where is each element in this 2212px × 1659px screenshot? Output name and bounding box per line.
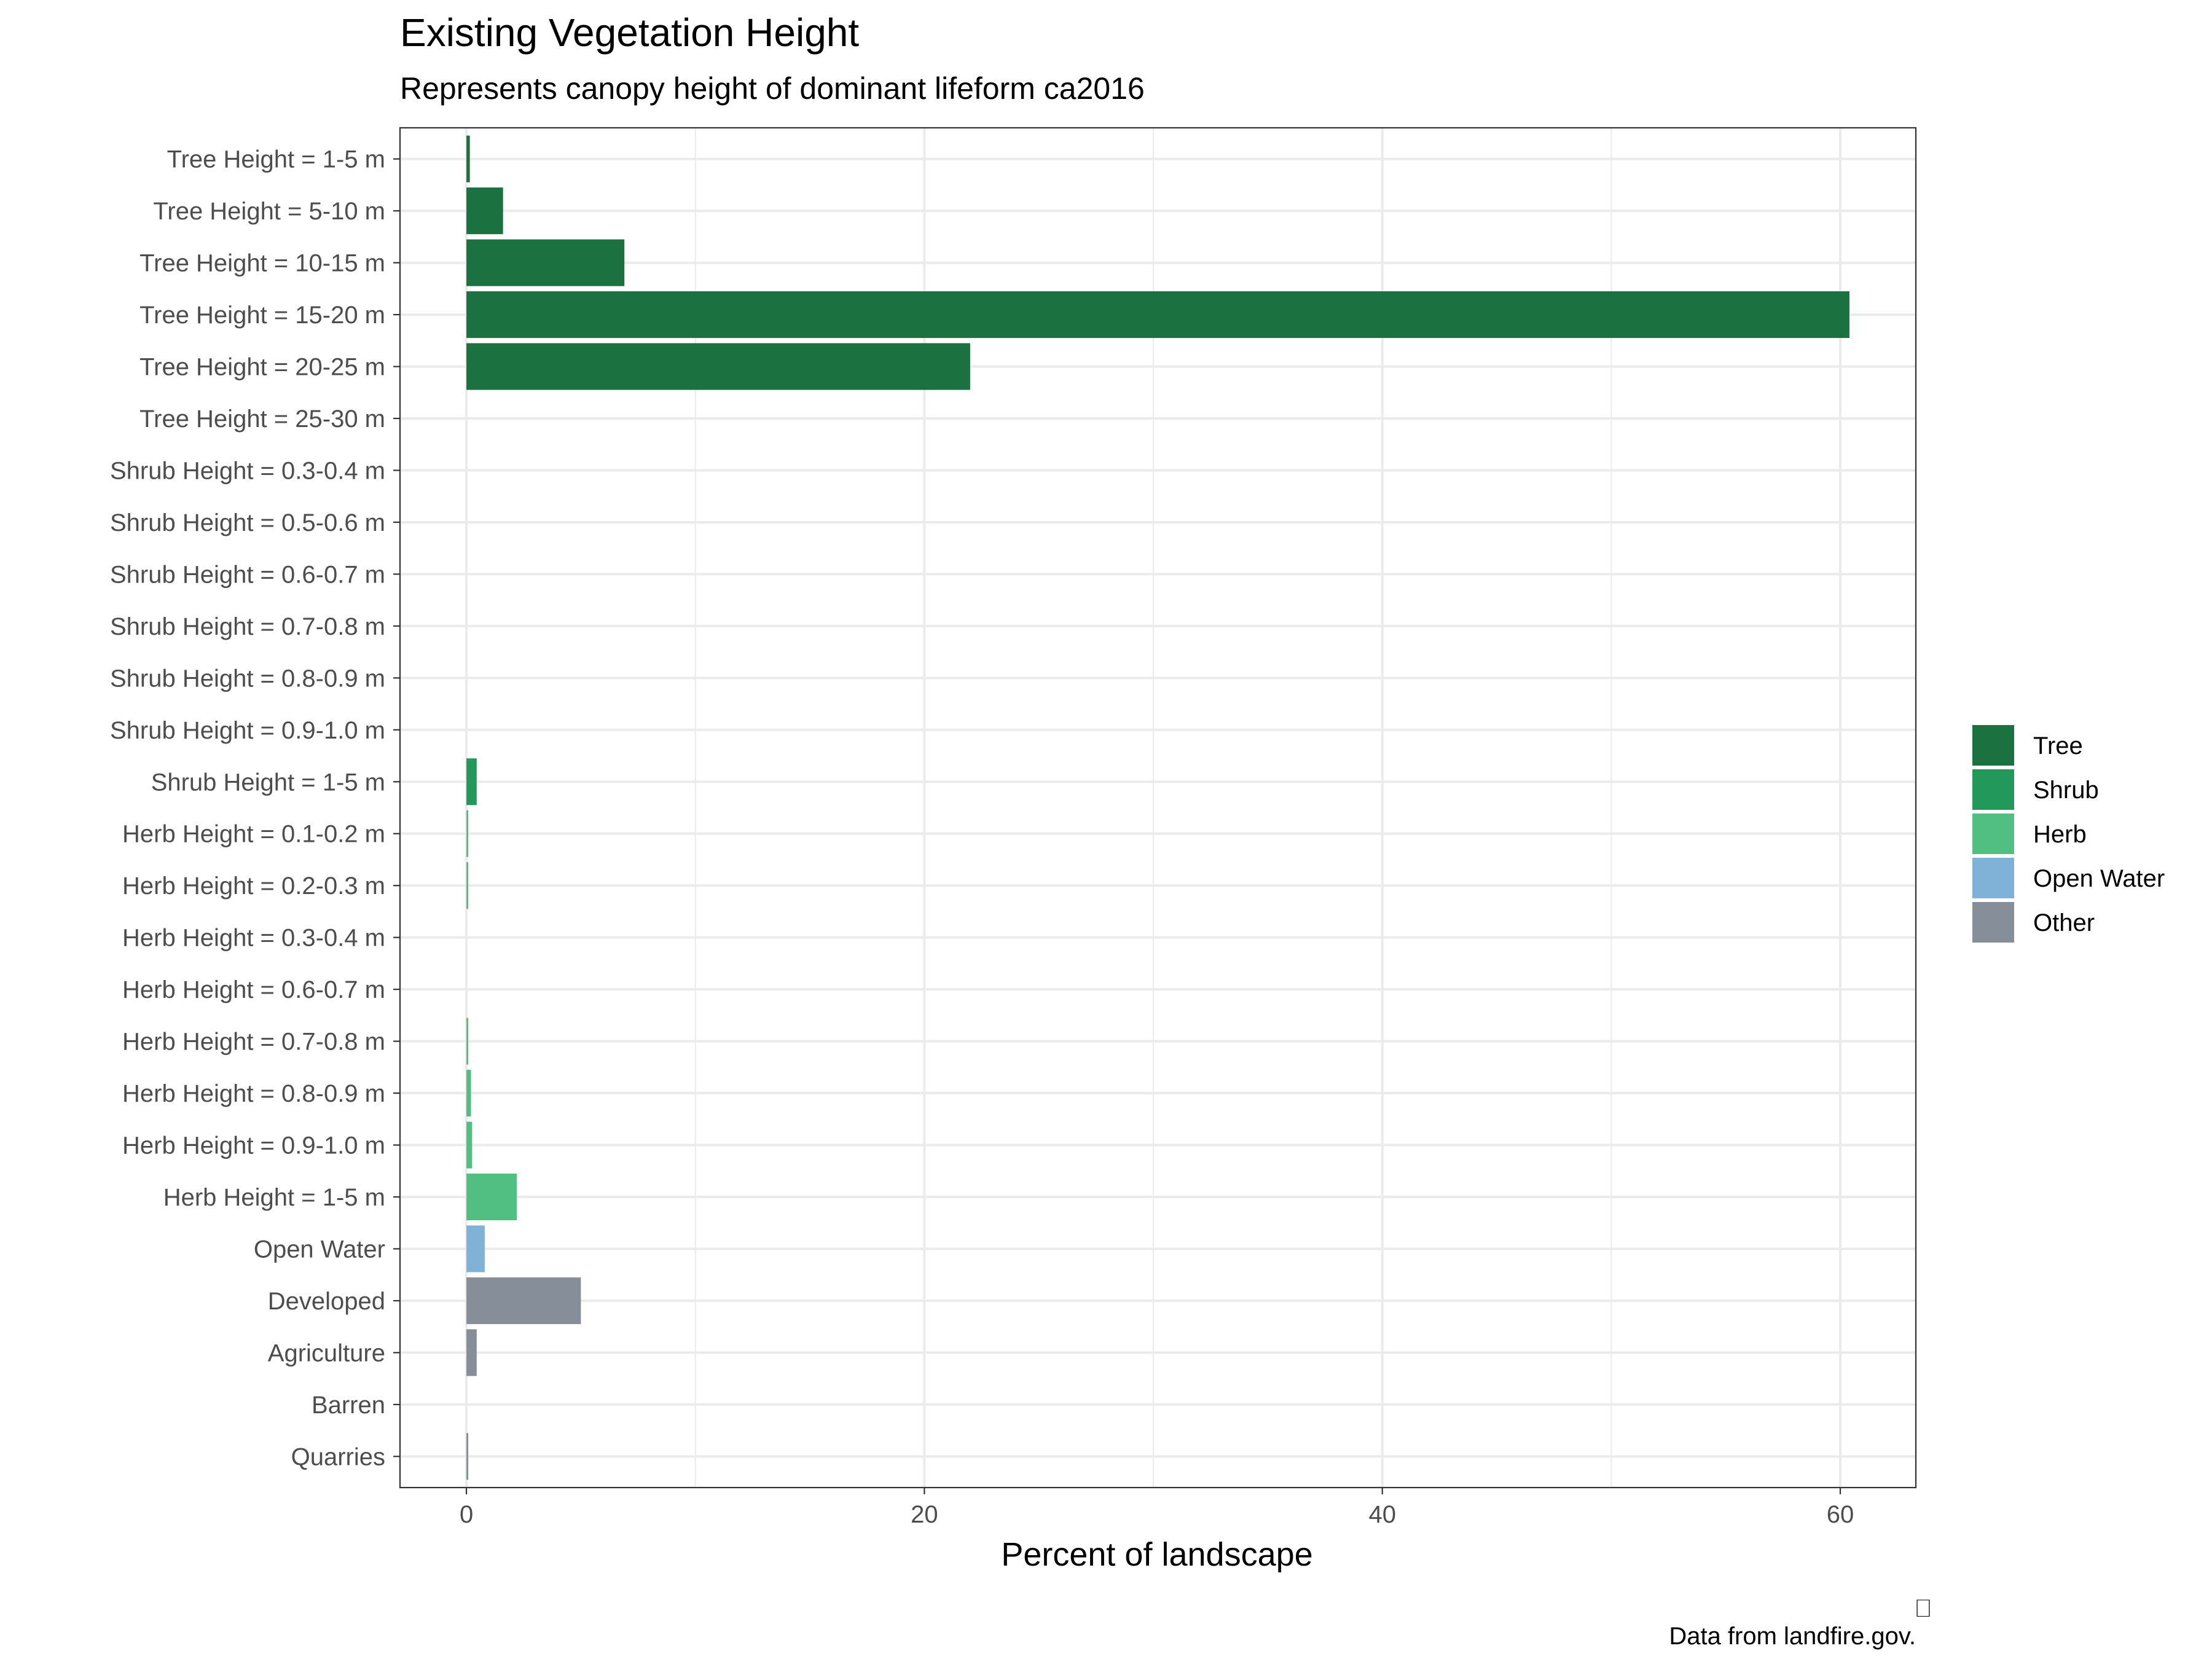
panel-border [399,127,1917,1489]
bar-tree-height-15-20-m [466,291,1849,339]
y-tick-label: Tree Height = 25-30 m [139,406,385,433]
legend-swatch [1972,814,2014,854]
bar-herb-height-0-2-0-3-m [466,862,469,909]
y-tick-label: Herb Height = 0.3-0.4 m [122,925,385,952]
y-tick-label: Tree Height = 15-20 m [139,302,385,329]
y-tick-label: Shrub Height = 1-5 m [151,769,385,796]
y-tick-label: Developed [268,1288,385,1315]
legend-swatch [1972,858,2014,898]
legend-label: Shrub [2033,777,2099,804]
x-tick-label: 60 [1827,1501,1854,1528]
y-tick-label: Tree Height = 1-5 m [167,146,385,173]
y-tick-label: Herb Height = 0.6-0.7 m [122,976,385,1003]
y-tick-label: Open Water [254,1236,385,1263]
bar-tree-height-1-5-m [466,135,470,182]
y-tick-label: Tree Height = 20-25 m [139,354,385,381]
bar-agriculture [466,1329,477,1376]
x-axis-label: Percent of landscape [1001,1536,1312,1573]
y-tick-label: Herb Height = 0.7-0.8 m [122,1029,385,1056]
y-axis: Tree Height = 1-5 m Tree Height = 5-10 m T… [110,146,400,1470]
legend-label: Herb [2033,821,2087,848]
bar-herb-height-1-5-m [466,1173,517,1221]
y-tick-label: Herb Height = 0.9-1.0 m [122,1132,385,1159]
y-tick-label: Herb Height = 1-5 m [163,1184,385,1211]
y-tick-label: Tree Height = 10-15 m [139,250,385,277]
legend-swatch [1972,902,2014,943]
x-tick-label: 0 [460,1501,473,1528]
x-tick-label: 40 [1368,1501,1396,1528]
legend-label: Tree [2033,732,2083,759]
plot-panel [399,127,1917,1489]
chart-title: Existing Vegetation Height [400,10,859,55]
caption-mark: ⎕ [1916,1595,1931,1622]
y-tick-label: Herb Height = 0.8-0.9 m [122,1080,385,1107]
y-tick-label: Tree Height = 5-10 m [153,198,385,225]
bar-open-water [466,1225,485,1273]
y-tick-label: Barren [312,1392,385,1419]
bar-tree-height-10-15-m [466,239,625,286]
x-tick-label: 20 [911,1501,938,1528]
legend-label: Other [2033,909,2095,936]
y-tick-label: Shrub Height = 0.8-0.9 m [110,665,385,692]
y-tick-label: Agriculture [268,1339,385,1367]
bar-herb-height-0-1-0-2-m [466,810,469,857]
legend-swatch [1972,769,2014,810]
bar-developed [466,1277,581,1324]
bar-tree-height-20-25-m [466,343,970,390]
y-tick-label: Shrub Height = 0.5-0.6 m [110,509,385,536]
bar-herb-height-0-9-1-0-m [466,1121,473,1169]
y-tick-label: Shrub Height = 0.6-0.7 m [110,561,385,588]
legend-swatch [1972,725,2014,766]
y-tick-label: Shrub Height = 0.3-0.4 m [110,457,385,484]
y-tick-label: Shrub Height = 0.7-0.8 m [110,613,385,640]
caption: Data from landfire.gov. [1669,1623,1916,1650]
bar-quarries [466,1433,469,1480]
y-tick-label: Quarries [291,1443,385,1470]
bar-tree-height-5-10-m [466,187,503,235]
bars [466,135,1849,1480]
bar-herb-height-0-8-0-9-m [466,1070,471,1117]
x-axis: 0 20 40 60 [460,1488,1854,1528]
bar-shrub-height-1-5-m [466,758,477,806]
legend: Tree Shrub Herb Open Water Other [1972,725,2165,943]
chart-subtitle: Represents canopy height of dominant lif… [400,71,1145,106]
bar-herb-height-0-7-0-8-m [466,1018,469,1065]
y-tick-label: Herb Height = 0.2-0.3 m [122,873,385,900]
y-tick-label: Herb Height = 0.1-0.2 m [122,821,385,848]
legend-label: Open Water [2033,865,2165,892]
y-tick-label: Shrub Height = 0.9-1.0 m [110,717,385,744]
